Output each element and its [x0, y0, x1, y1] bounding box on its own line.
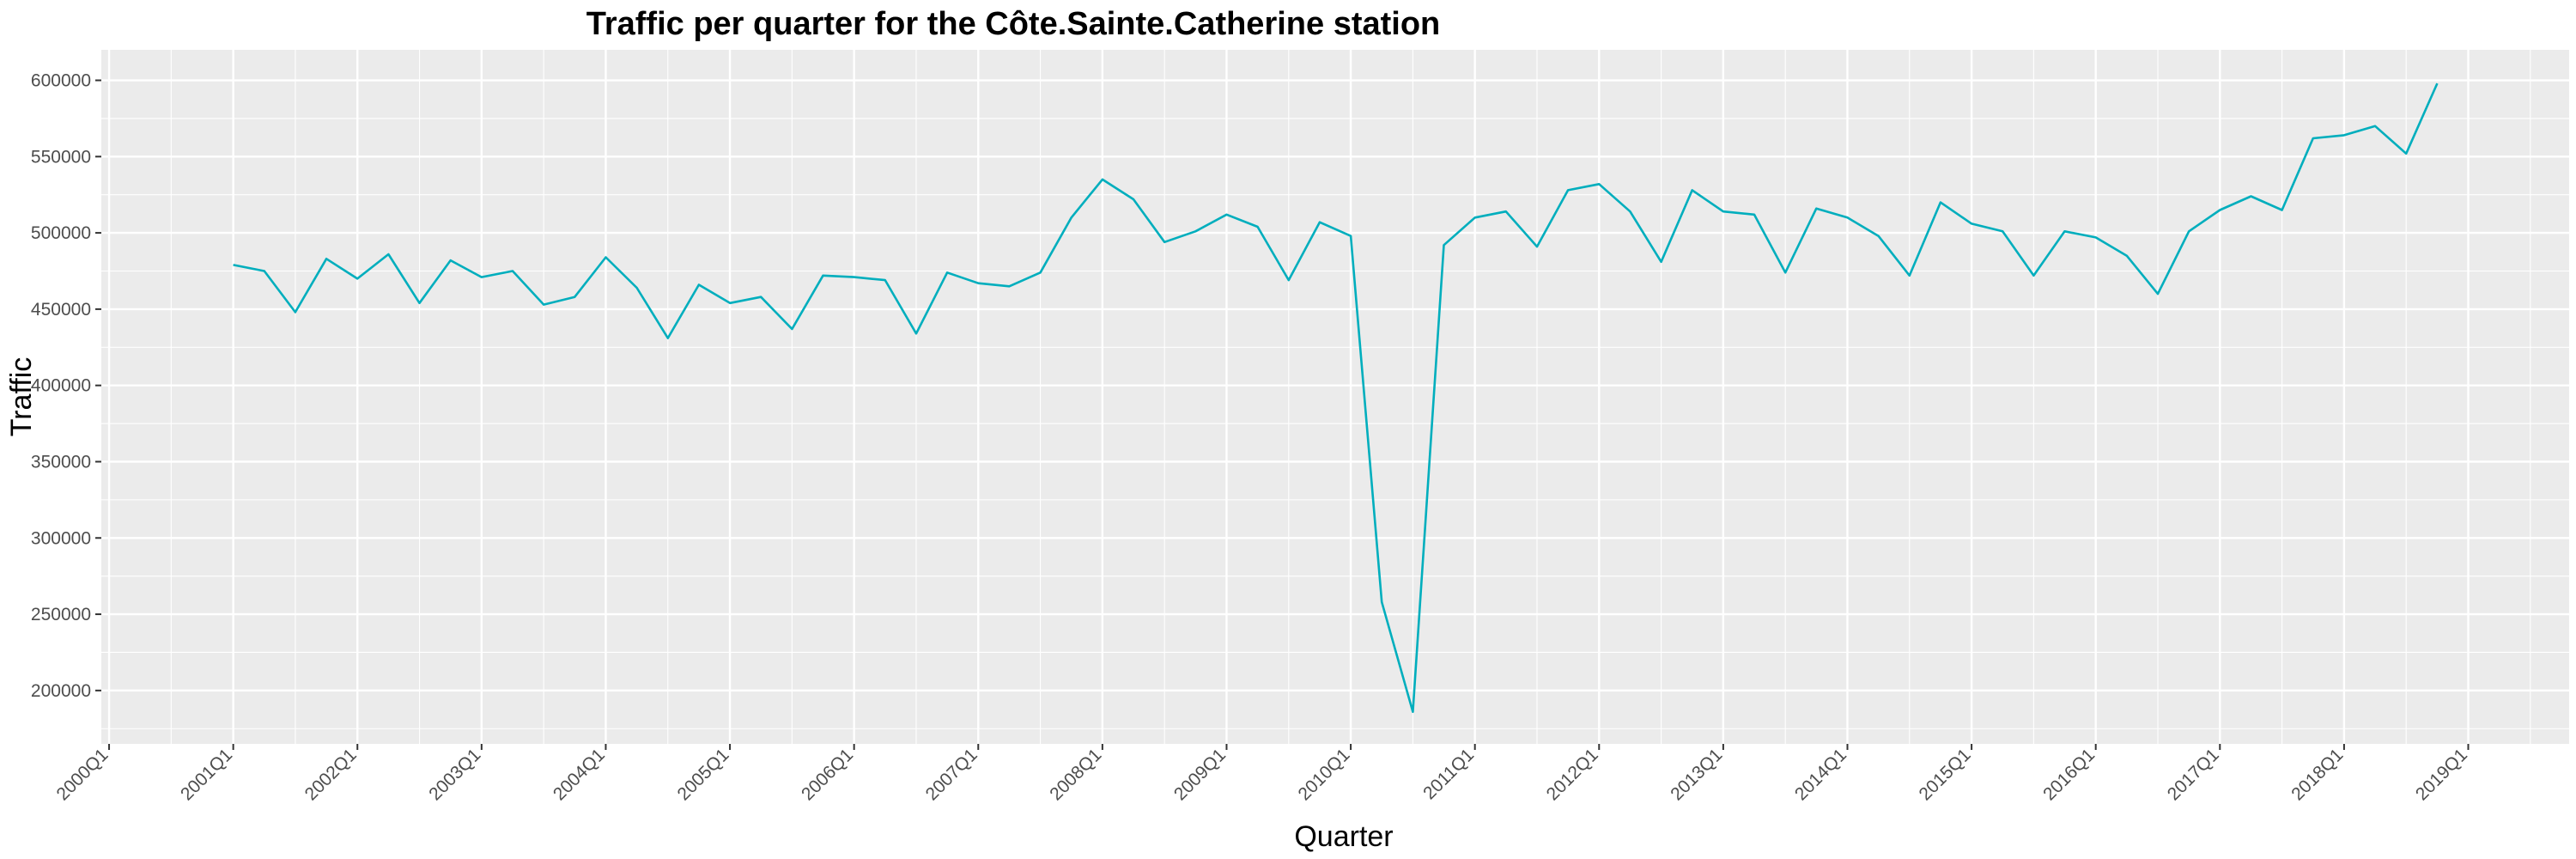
plot-panel — [101, 50, 2569, 744]
x-tick-label: 2000Q1 — [52, 745, 112, 804]
x-tick-label: 2008Q1 — [1046, 745, 1105, 804]
x-tick-label: 2002Q1 — [301, 745, 361, 804]
y-tick-label: 550000 — [31, 147, 91, 167]
x-tick-label: 2004Q1 — [550, 745, 609, 804]
y-tick-label: 250000 — [31, 605, 91, 624]
y-tick-label: 300000 — [31, 528, 91, 548]
y-tick-label: 200000 — [31, 681, 91, 701]
data-points — [233, 83, 2438, 712]
x-tick-label: 2010Q1 — [1295, 745, 1354, 804]
x-tick-label: 2005Q1 — [673, 745, 732, 804]
x-tick-label: 2003Q1 — [425, 745, 484, 804]
x-tick-label: 2014Q1 — [1791, 745, 1850, 804]
y-axis-title: Traffic — [5, 357, 38, 437]
major-gridlines — [101, 50, 2569, 744]
x-tick-label: 2013Q1 — [1667, 745, 1726, 804]
x-tick-label: 2017Q1 — [2164, 745, 2223, 804]
y-tick-label: 450000 — [31, 300, 91, 320]
series-line-traffic — [233, 82, 2439, 713]
chart-title: Traffic per quarter for the Côte.Sainte.… — [586, 6, 1441, 42]
x-tick-label: 2016Q1 — [2039, 745, 2099, 804]
x-tick-label: 2011Q1 — [1419, 745, 1478, 803]
x-tick-label: 2019Q1 — [2412, 745, 2471, 804]
x-axis-title: Quarter — [1294, 820, 1393, 853]
x-axis: 2000Q1 2001Q1 2002Q1 2003Q1 2004Q1 2005Q1 2006… — [52, 744, 2471, 804]
y-tick-label: 400000 — [31, 376, 91, 396]
x-tick-label: 2015Q1 — [1916, 745, 1975, 804]
minor-gridlines — [101, 50, 2569, 744]
x-tick-label: 2012Q1 — [1543, 745, 1602, 804]
y-axis: 200000 250000 300000 350000 400000 450000 5000… — [31, 71, 101, 701]
x-tick-label: 2009Q1 — [1170, 745, 1230, 804]
x-tick-label: 2018Q1 — [2287, 745, 2347, 804]
x-tick-label: 2001Q1 — [177, 745, 236, 804]
x-tick-label: 2006Q1 — [798, 745, 857, 804]
y-tick-label: 600000 — [31, 71, 91, 91]
y-tick-label: 500000 — [31, 223, 91, 243]
x-tick-label: 2007Q1 — [922, 745, 981, 804]
y-tick-label: 350000 — [31, 452, 91, 472]
